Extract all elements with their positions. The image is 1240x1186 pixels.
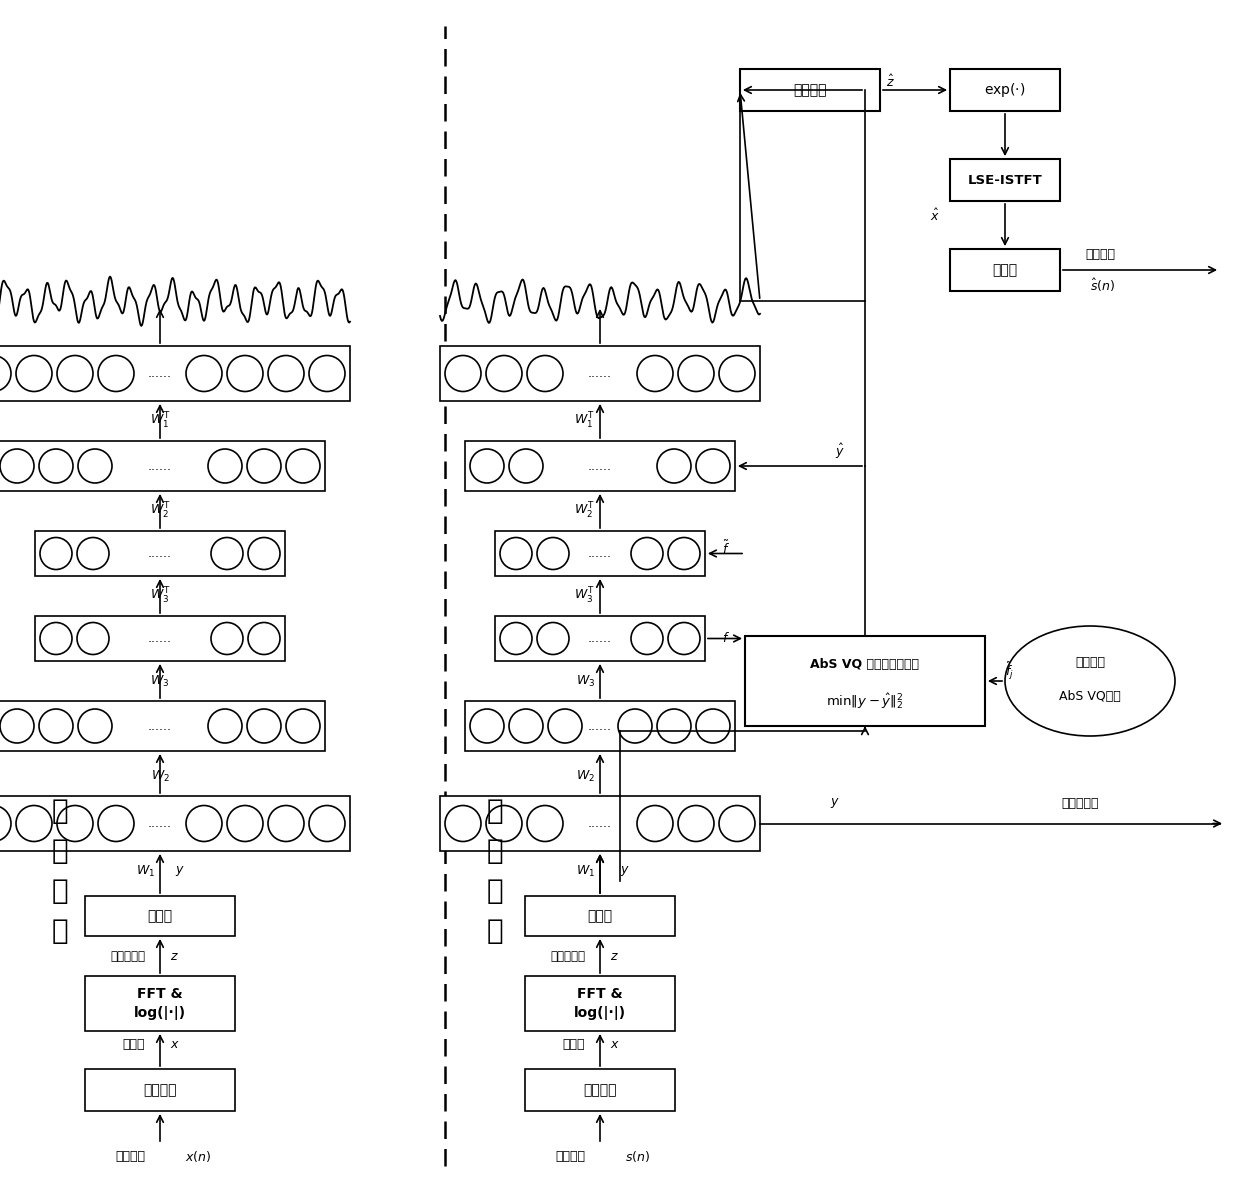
Text: AbS VQ 次最优码本搜索: AbS VQ 次最优码本搜索	[811, 658, 920, 671]
Text: 重构语音: 重构语音	[1085, 249, 1115, 261]
Text: $y$: $y$	[830, 797, 839, 810]
Text: $W_1^{\rm T}$: $W_1^{\rm T}$	[150, 412, 170, 431]
Text: 对数幅度谱: 对数幅度谱	[110, 950, 145, 963]
Text: $z$: $z$	[170, 950, 179, 963]
Text: ......: ......	[588, 720, 613, 733]
Text: FFT &: FFT &	[577, 987, 622, 1001]
Bar	[0, 701, 325, 751]
Bar	[465, 441, 735, 491]
Text: $W_1$: $W_1$	[575, 863, 595, 879]
Bar	[440, 796, 760, 852]
Text: $W_2$: $W_2$	[577, 769, 595, 784]
Text: ......: ......	[588, 817, 613, 830]
Text: ......: ......	[588, 366, 613, 380]
Text: 加窗分帧: 加窗分帧	[144, 1083, 177, 1097]
Text: 归一化: 归一化	[148, 908, 172, 923]
Bar	[495, 531, 706, 576]
Text: 段: 段	[486, 917, 503, 945]
Bar	[86, 1069, 236, 1111]
Text: 重叠加: 重叠加	[992, 263, 1018, 278]
Text: $\hat{z}$: $\hat{z}$	[885, 74, 894, 90]
Text: AbS VQ码本: AbS VQ码本	[1059, 689, 1121, 702]
Text: 编: 编	[486, 797, 503, 825]
Text: $W_3^{\rm T}$: $W_3^{\rm T}$	[150, 586, 170, 606]
Text: $W_2^{\rm T}$: $W_2^{\rm T}$	[574, 500, 595, 521]
Text: $W_2$: $W_2$	[150, 769, 170, 784]
Text: $\hat{x}$: $\hat{x}$	[930, 208, 940, 224]
Text: $W_3$: $W_3$	[575, 674, 595, 689]
Text: $\min\|y - \hat{y}\|_2^2$: $\min\|y - \hat{y}\|_2^2$	[826, 691, 904, 710]
Text: 语音帧: 语音帧	[123, 1038, 145, 1051]
Text: $y$: $y$	[175, 863, 185, 878]
Bar	[745, 636, 985, 726]
Text: $x$: $x$	[170, 1038, 180, 1051]
Text: ......: ......	[588, 459, 613, 472]
Text: $\hat{y}$: $\hat{y}$	[835, 441, 844, 460]
Text: 去归一化: 去归一化	[794, 83, 827, 97]
Text: $z$: $z$	[610, 950, 619, 963]
Text: log(|·|): log(|·|)	[134, 1007, 186, 1020]
Bar	[440, 346, 760, 401]
Text: 训练语音: 训练语音	[115, 1149, 145, 1162]
Text: $W_3^{\rm T}$: $W_3^{\rm T}$	[574, 586, 595, 606]
Text: $s(n)$: $s(n)$	[625, 1148, 650, 1163]
Text: $W_2^{\rm T}$: $W_2^{\rm T}$	[150, 500, 170, 521]
Text: ......: ......	[148, 459, 172, 472]
Text: ......: ......	[588, 632, 613, 645]
Bar	[525, 1069, 675, 1111]
Bar	[495, 616, 706, 661]
Text: 归一化: 归一化	[588, 908, 613, 923]
Text: $W_1^{\rm T}$: $W_1^{\rm T}$	[574, 412, 595, 431]
Bar	[0, 796, 350, 852]
Bar	[86, 895, 236, 936]
Text: $W_3$: $W_3$	[150, 674, 170, 689]
Text: ......: ......	[588, 547, 613, 560]
Text: ......: ......	[148, 632, 172, 645]
Bar	[465, 701, 735, 751]
Text: FFT &: FFT &	[138, 987, 182, 1001]
Bar	[740, 69, 880, 111]
Text: 对数幅度谱: 对数幅度谱	[551, 950, 585, 963]
Text: $f$: $f$	[722, 631, 730, 645]
Bar	[0, 346, 350, 401]
Bar	[950, 159, 1060, 200]
Text: ......: ......	[148, 366, 172, 380]
Text: $y$: $y$	[620, 863, 630, 878]
Bar	[525, 895, 675, 936]
Text: ......: ......	[148, 720, 172, 733]
Text: $\tilde{f}$: $\tilde{f}$	[722, 540, 730, 557]
Text: LSE-ISTFT: LSE-ISTFT	[967, 173, 1043, 186]
Text: 练: 练	[52, 837, 68, 865]
Text: 编码比特流: 编码比特流	[1061, 797, 1099, 810]
Text: 阶: 阶	[52, 876, 68, 905]
Text: $\hat{s}(n)$: $\hat{s}(n)$	[1090, 276, 1115, 293]
Text: 训: 训	[52, 797, 68, 825]
Bar	[950, 69, 1060, 111]
Text: $\exp(\cdot)$: $\exp(\cdot)$	[985, 81, 1025, 98]
Text: $x(n)$: $x(n)$	[185, 1148, 211, 1163]
Text: 段: 段	[52, 917, 68, 945]
Text: $x$: $x$	[610, 1038, 620, 1051]
Text: 加窗分帧: 加窗分帧	[583, 1083, 616, 1097]
Bar	[35, 531, 285, 576]
Bar	[35, 616, 285, 661]
Bar	[525, 976, 675, 1031]
Text: $\tilde{f}_j$: $\tilde{f}_j$	[1004, 661, 1014, 682]
Text: 语音帧: 语音帧	[563, 1038, 585, 1051]
Text: log(|·|): log(|·|)	[574, 1007, 626, 1020]
Text: 码: 码	[486, 837, 503, 865]
Ellipse shape	[1004, 626, 1176, 737]
Text: ......: ......	[148, 817, 172, 830]
Bar	[0, 441, 325, 491]
Bar	[950, 249, 1060, 291]
Bar	[86, 976, 236, 1031]
Text: ......: ......	[148, 547, 172, 560]
Text: 特征矢量: 特征矢量	[1075, 657, 1105, 670]
Text: 编码语音: 编码语音	[556, 1149, 585, 1162]
Text: $W_1$: $W_1$	[136, 863, 155, 879]
Text: 阶: 阶	[486, 876, 503, 905]
